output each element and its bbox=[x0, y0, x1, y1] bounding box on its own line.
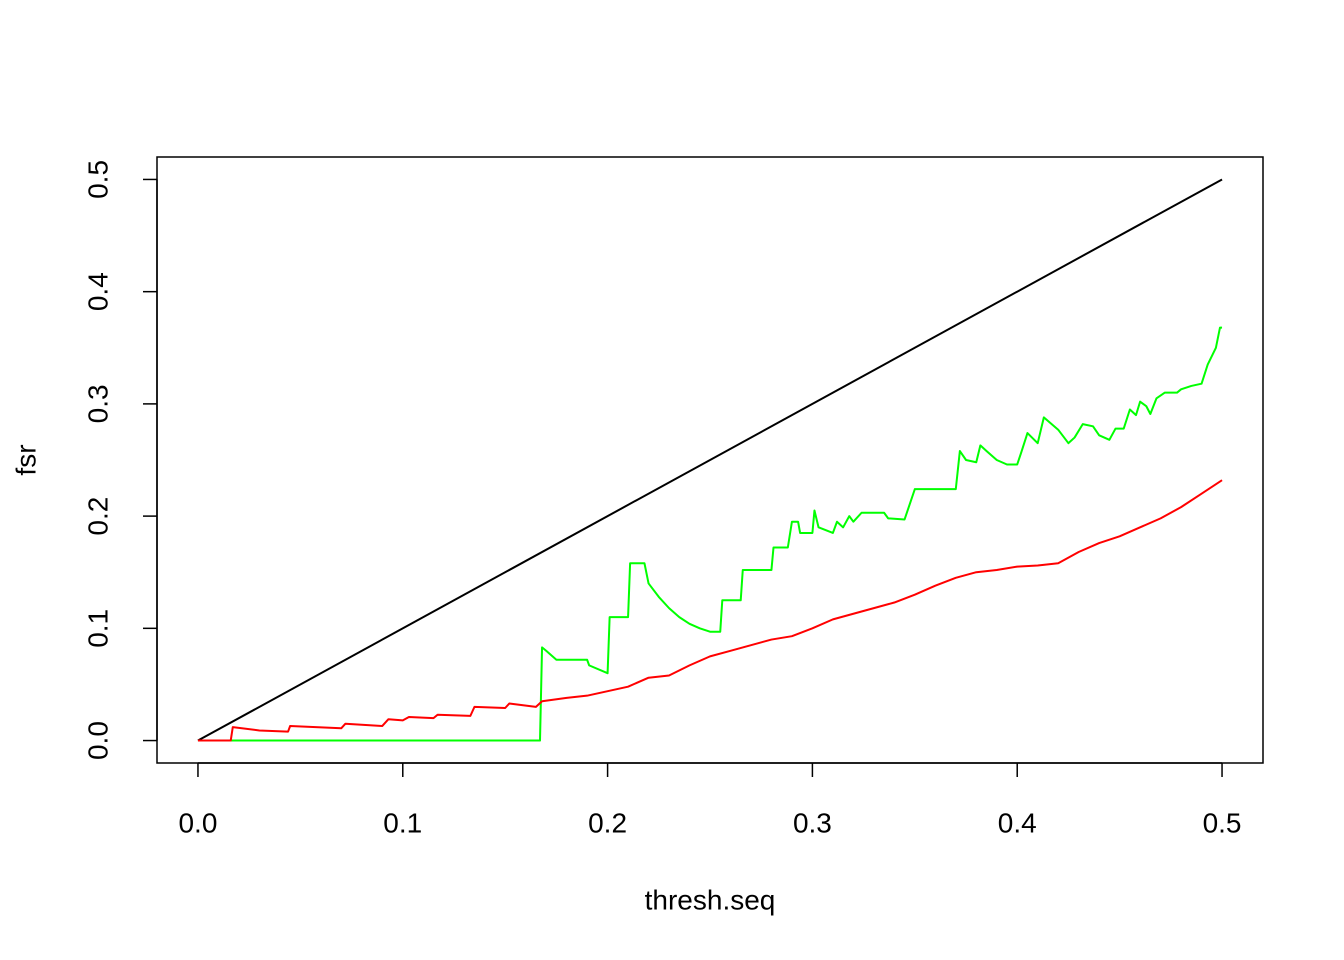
x-tick-label: 0.4 bbox=[998, 807, 1037, 838]
y-tick-label: 0.2 bbox=[82, 497, 113, 536]
x-axis-label: thresh.seq bbox=[645, 884, 776, 915]
y-tick-label: 0.0 bbox=[82, 721, 113, 760]
y-axis-label: fsr bbox=[10, 444, 41, 475]
y-tick-label: 0.4 bbox=[82, 272, 113, 311]
x-tick-label: 0.3 bbox=[793, 807, 832, 838]
series-line bbox=[197, 178, 1223, 742]
y-tick-label: 0.3 bbox=[82, 384, 113, 423]
x-tick-label: 0.0 bbox=[178, 807, 217, 838]
series-line bbox=[197, 326, 1223, 742]
x-tick-label: 0.5 bbox=[1203, 807, 1242, 838]
y-tick-label: 0.1 bbox=[82, 609, 113, 648]
x-tick-label: 0.1 bbox=[383, 807, 422, 838]
x-tick-label: 0.2 bbox=[588, 807, 627, 838]
y-tick-label: 0.5 bbox=[82, 160, 113, 199]
series-line bbox=[197, 479, 1223, 742]
